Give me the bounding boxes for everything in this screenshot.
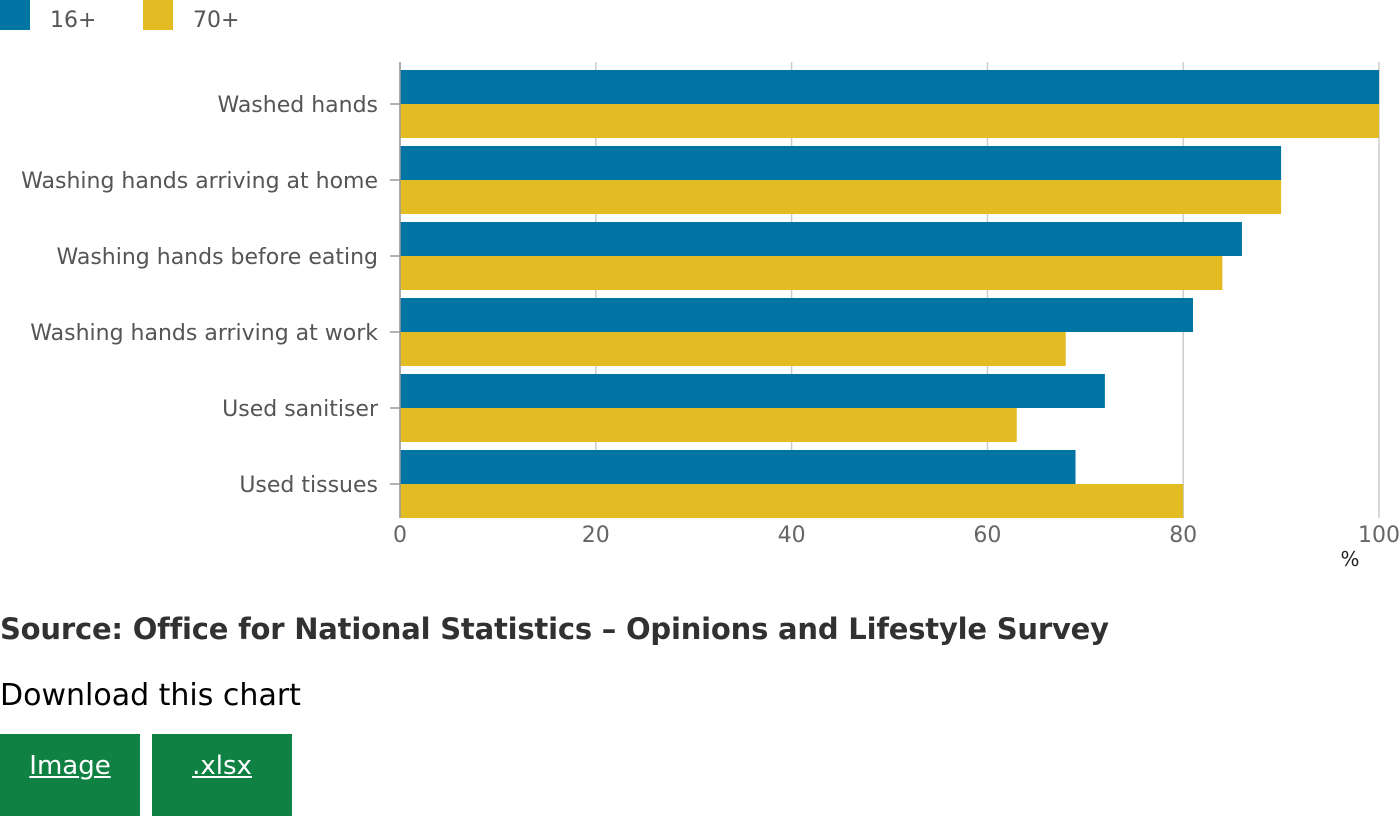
- legend-label-70plus: 70+: [193, 8, 240, 33]
- x-tick-label: 80: [1169, 523, 1197, 548]
- y-category-label: Used sanitiser: [222, 397, 379, 422]
- bar-70plus: [400, 484, 1184, 518]
- chart-source: Source: Office for National Statistics –…: [0, 612, 1109, 646]
- bar-16plus: [400, 222, 1242, 256]
- x-tick-label: 0: [393, 523, 407, 548]
- y-category-label: Used tissues: [239, 473, 378, 498]
- download-image-button[interactable]: Image: [0, 734, 140, 816]
- legend-label-16plus: 16+: [50, 8, 97, 33]
- legend-item-70plus: 70+: [143, 0, 239, 34]
- bar-16plus: [400, 450, 1076, 484]
- bar-chart: 0 20 40 60 80 100% Washed hands Washing hands a…: [21, 62, 1400, 571]
- bar-16plus: [400, 374, 1105, 408]
- bar-70plus: [400, 408, 1017, 442]
- legend-item-16plus: 16+: [0, 0, 96, 34]
- x-tick-label: 100: [1358, 523, 1400, 548]
- y-category-label: Washing hands arriving at work: [30, 321, 378, 346]
- bar-70plus: [400, 180, 1282, 214]
- x-tick-label: 40: [778, 523, 806, 548]
- x-tick-label: 20: [582, 523, 610, 548]
- bar-16plus: [400, 298, 1193, 332]
- x-axis-label: %: [1340, 547, 1359, 571]
- download-xlsx-button[interactable]: .xlsx: [152, 734, 292, 816]
- download-title: Download this chart: [0, 678, 301, 713]
- y-category-label: Washing hands arriving at home: [21, 169, 378, 194]
- x-tick-label: 60: [973, 523, 1001, 548]
- bar-70plus: [400, 104, 1379, 138]
- bar-16plus: [400, 70, 1379, 104]
- y-category-label: Washing hands before eating: [57, 245, 379, 270]
- legend-swatch-16plus: [0, 0, 30, 30]
- bar-70plus: [400, 332, 1066, 366]
- legend-swatch-70plus: [143, 0, 173, 30]
- bar-70plus: [400, 256, 1223, 290]
- y-category-label: Washed hands: [217, 93, 378, 118]
- bar-16plus: [400, 146, 1282, 180]
